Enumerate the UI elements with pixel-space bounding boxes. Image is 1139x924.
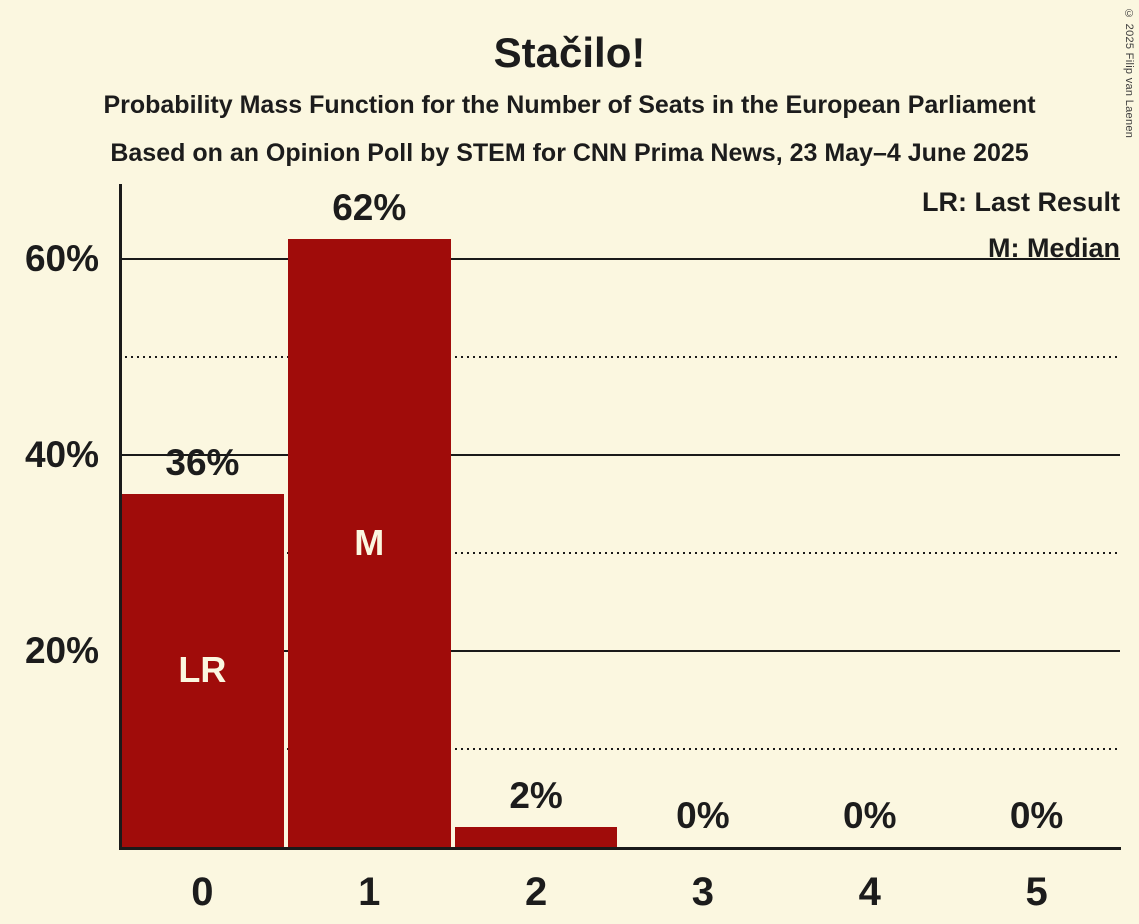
x-tick-4: 4 — [858, 870, 881, 914]
chart-subtitle-line2: Based on an Opinion Poll by STEM for CNN… — [110, 139, 1029, 167]
x-tick-5: 5 — [1025, 870, 1048, 914]
gridline-dotted-30 — [119, 551, 1120, 554]
gridline-solid-20 — [119, 649, 1120, 652]
bar-marker-lr: LR — [178, 649, 227, 691]
value-label-2: 2% — [509, 775, 563, 817]
bar-seats-1 — [287, 239, 451, 847]
plot-area: LR M — [119, 184, 1120, 847]
value-label-4: 0% — [843, 795, 897, 836]
x-tick-1: 1 — [358, 870, 381, 914]
y-tick-60%: 60% — [24, 237, 99, 279]
x-axis-line — [119, 847, 1121, 850]
value-label-3: 0% — [676, 795, 730, 836]
bar-marker-m: M — [354, 522, 385, 563]
x-tick-0: 0 — [191, 870, 214, 914]
x-tick-2: 2 — [524, 870, 548, 914]
value-label-0: 36% — [165, 441, 240, 483]
legend-median: M: Median — [988, 233, 1120, 263]
gridline-dotted-50 — [119, 355, 1120, 358]
gridline-solid-40 — [119, 453, 1120, 456]
bar-seats-0 — [121, 494, 284, 847]
gridline-solid-60 — [119, 257, 1120, 260]
chart-title: Stačilo! — [493, 29, 646, 76]
gridline-dotted-10 — [119, 747, 1120, 750]
copyright-notice: © 2025 Filip van Laenen — [1123, 8, 1135, 139]
value-label-1: 62% — [332, 187, 407, 228]
legend-last-result: LR: Last Result — [921, 187, 1120, 217]
y-tick-40%: 40% — [24, 433, 99, 475]
value-label-5: 0% — [1009, 795, 1064, 836]
y-axis-line — [119, 184, 122, 850]
bar-seats-2 — [454, 827, 618, 847]
y-tick-20%: 20% — [24, 629, 99, 671]
x-tick-3: 3 — [691, 870, 715, 914]
chart-subtitle-line1: Probability Mass Function for the Number… — [103, 91, 1036, 119]
